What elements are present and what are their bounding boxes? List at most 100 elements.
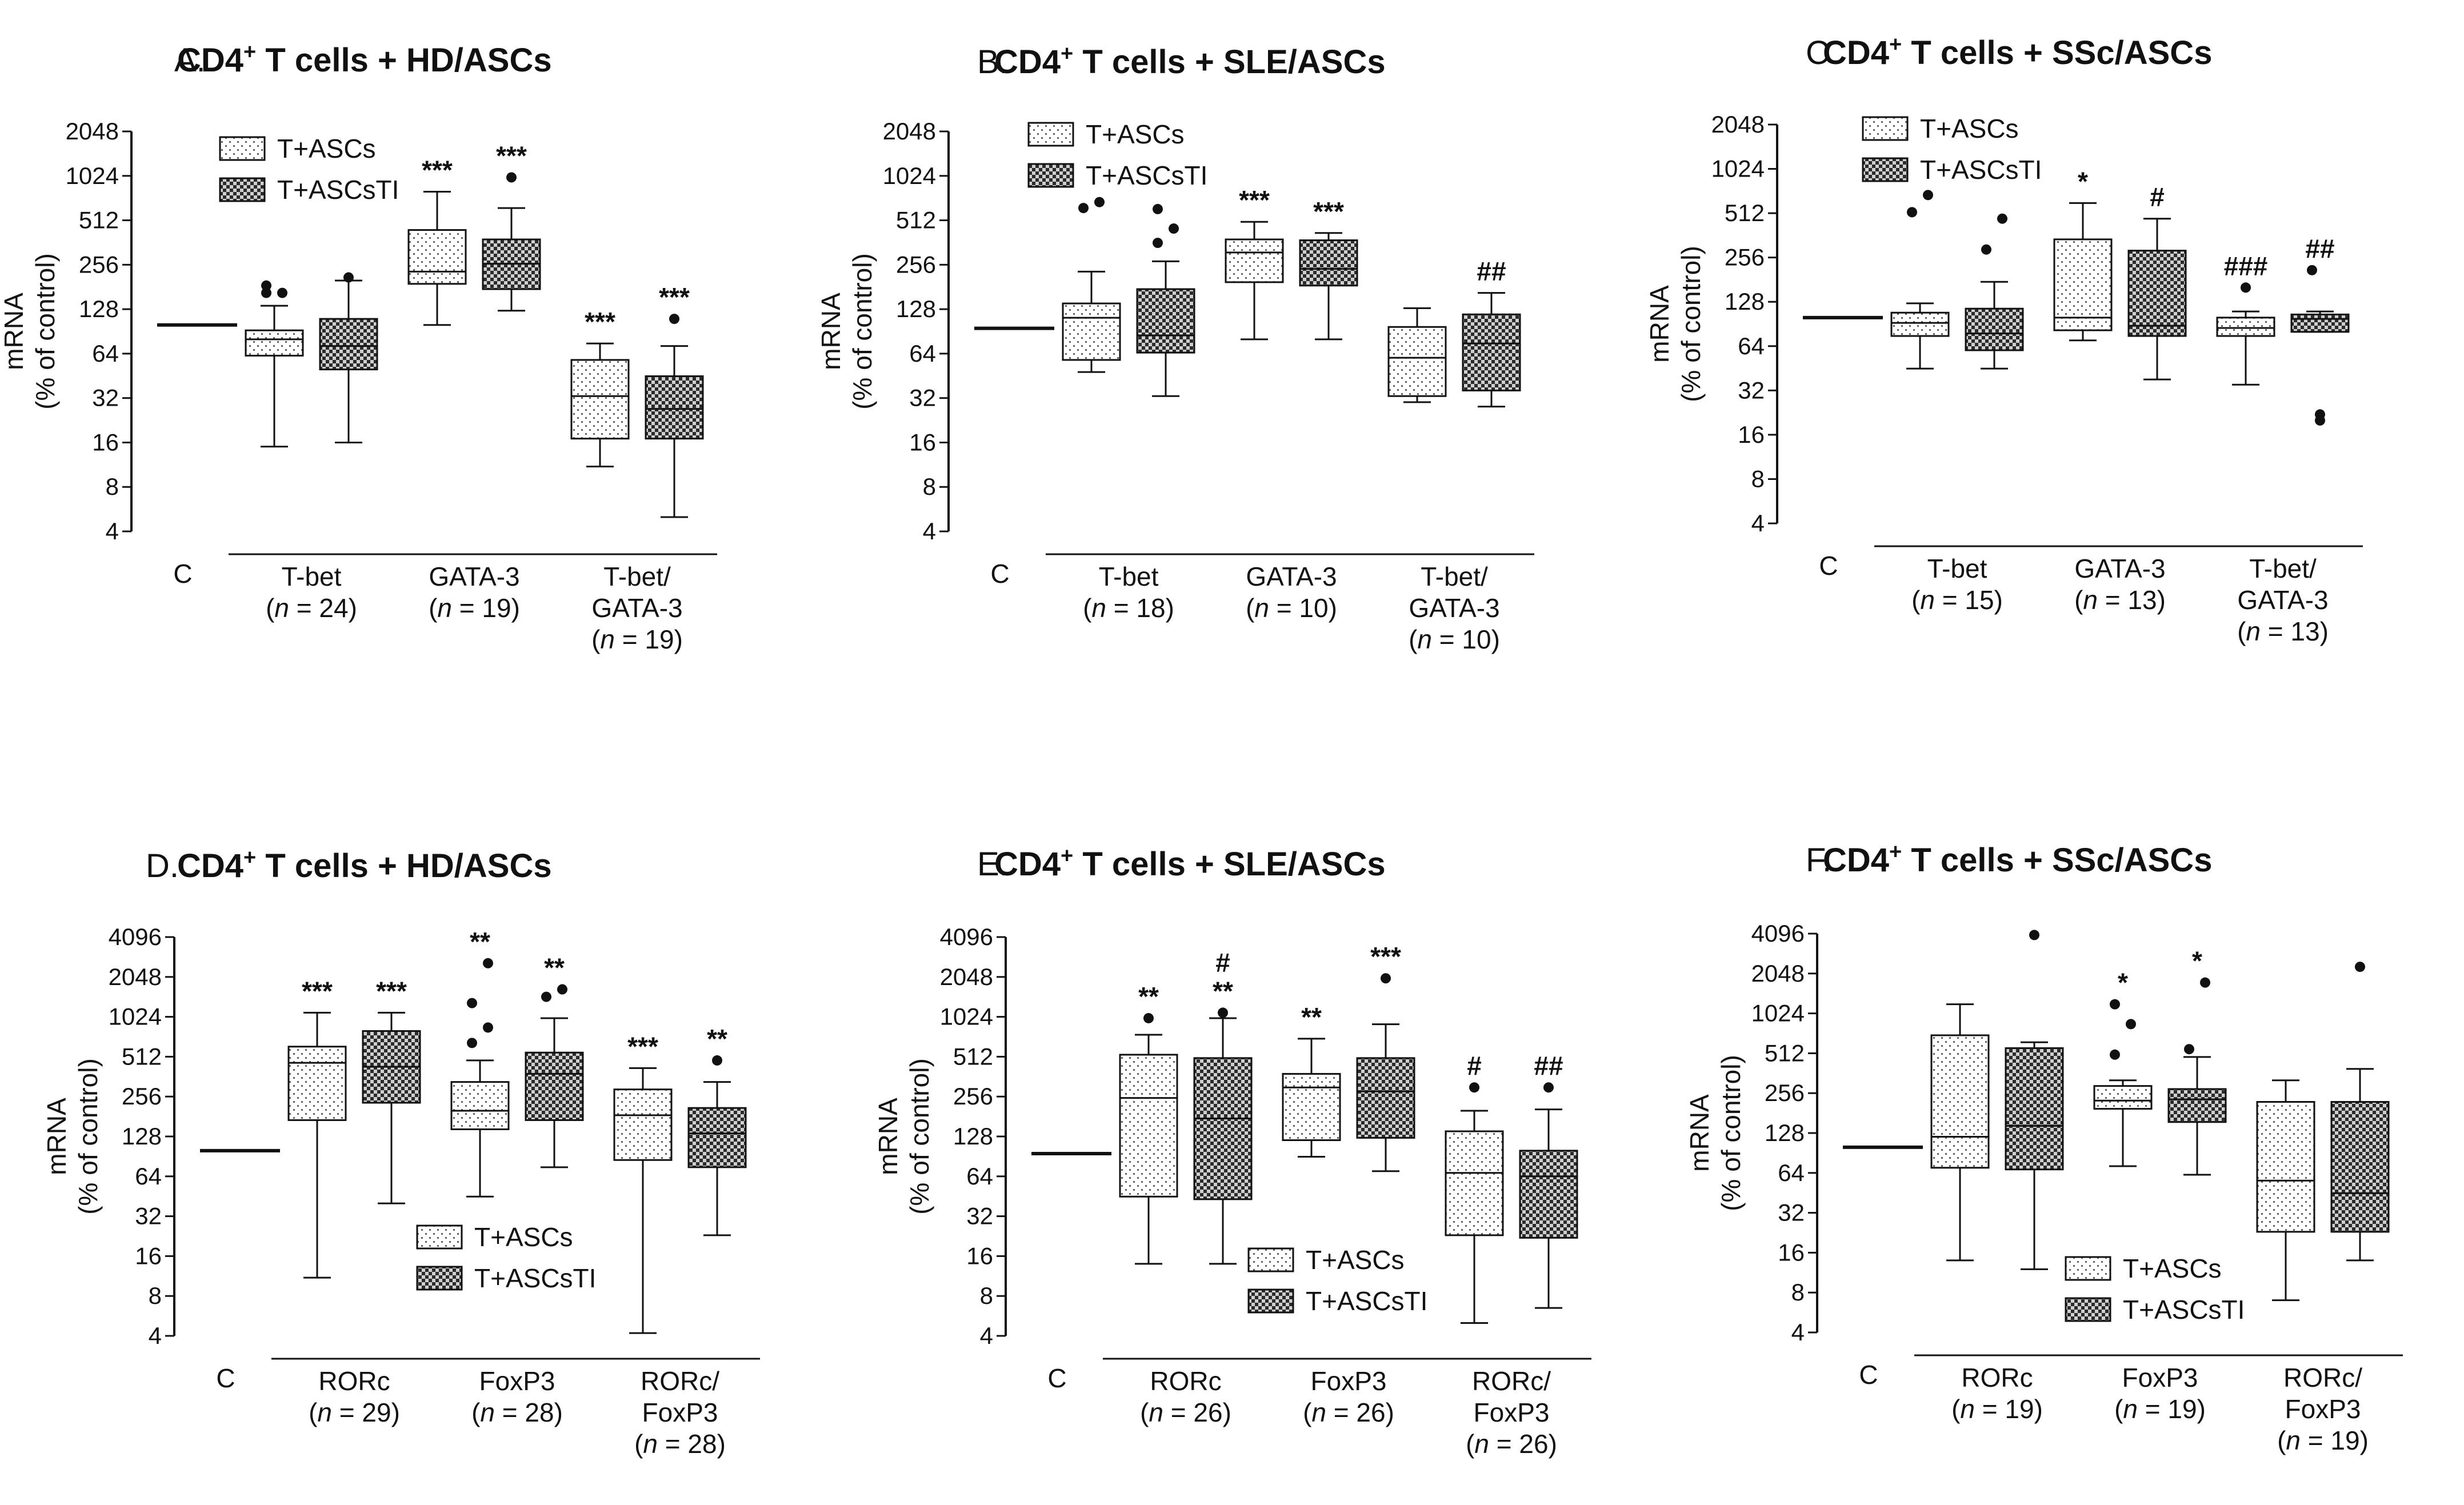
legend-swatch <box>1247 1288 1294 1314</box>
y-tick-label: 256 <box>1725 244 1765 271</box>
y-axis-label: mRNA (% of control) <box>1645 246 1706 402</box>
y-tick-label: 64 <box>1778 1159 1805 1186</box>
outlier-point <box>1153 238 1163 249</box>
y-tick-label: 1024 <box>1751 1000 1805 1027</box>
significance-label: ** <box>1301 1002 1322 1032</box>
significance-label: # <box>2150 182 2165 212</box>
group-name: T-bet/ <box>1421 562 1488 591</box>
y-tick-label: 256 <box>953 1083 993 1110</box>
box-iqr <box>645 375 704 440</box>
legend-swatch <box>2065 1256 2111 1281</box>
box-ascti: *** <box>482 141 541 312</box>
box-iqr <box>2127 250 2187 337</box>
outlier-point <box>483 1022 493 1033</box>
box-ascti: ** <box>525 953 584 1168</box>
outlier-point <box>2307 265 2317 275</box>
outlier-point <box>277 287 287 298</box>
panel-title: CD4+ T cells + SLE/ASCs <box>994 844 1386 883</box>
panel-title: CD4+ T cells + SSc/ASCs <box>1823 33 2212 71</box>
box-ascti: *** <box>1356 942 1415 1172</box>
group-n: (n = 28) <box>471 1398 563 1427</box>
y-tick-label: 16 <box>92 429 119 455</box>
box-iqr <box>525 1051 584 1121</box>
legend: T+ASCs T+ASCsTI <box>416 1222 596 1293</box>
group-n: (n = 18) <box>1083 593 1174 623</box>
legend-label: T+ASCsTI <box>474 1263 596 1293</box>
legend-label: T+ASCsTI <box>1306 1286 1427 1316</box>
group-n: (n = 26) <box>1303 1398 1394 1427</box>
box-ascti <box>2330 962 2390 1262</box>
group-n: (n = 10) <box>1246 593 1337 623</box>
group-name: GATA-3 <box>1409 593 1499 623</box>
box-iqr <box>1119 1054 1178 1198</box>
legend-label: T+ASCsTI <box>277 175 399 205</box>
box-iqr <box>1519 1150 1578 1239</box>
group-n: (n = 19) <box>429 593 520 623</box>
outlier-point <box>467 998 477 1008</box>
significance-label: ** <box>707 1024 727 1054</box>
control-label: C <box>1047 1363 1066 1393</box>
box-iqr <box>1387 326 1447 397</box>
box-iqr <box>1445 1130 1504 1236</box>
significance-label: *** <box>496 141 527 170</box>
outlier-point <box>1543 1082 1554 1093</box>
legend-swatch <box>1862 116 1909 141</box>
box-iqr <box>1136 288 1195 354</box>
y-tick-label: 64 <box>909 340 936 367</box>
box-asc <box>1387 307 1447 403</box>
y-tick-label: 16 <box>135 1242 162 1269</box>
outlier-point <box>467 1038 477 1048</box>
group-n: (n = 26) <box>1466 1429 1557 1459</box>
group-name: RORc/ <box>641 1366 719 1396</box>
y-tick-label: 512 <box>896 207 936 234</box>
y-axis-label: mRNA (% of control) <box>42 1058 103 1215</box>
legend: T+ASCs T+ASCsTI <box>1862 114 2042 185</box>
y-tick-label: 4 <box>1791 1319 1805 1346</box>
legend-label: T+ASCsTI <box>1086 161 1207 190</box>
group-name: RORc <box>1961 1363 2033 1392</box>
y-tick-label: 4096 <box>109 923 162 950</box>
box-asc: *** <box>407 155 467 326</box>
outlier-point <box>2110 999 2120 1010</box>
y-label-line-2: (% of control) <box>905 1058 934 1215</box>
box-iqr <box>2290 313 2350 333</box>
significance-label: ## <box>1477 257 1506 286</box>
box-asc <box>1890 190 1950 370</box>
y-tick-label: 4 <box>1751 510 1765 537</box>
y-tick-label: 64 <box>966 1163 993 1190</box>
box-asc: *** <box>1225 185 1284 341</box>
box-iqr <box>1965 307 2024 351</box>
y-tick-label: 2048 <box>66 118 119 145</box>
y-tick-label: 512 <box>953 1043 993 1070</box>
y-label-line-1: mRNA <box>0 293 29 370</box>
y-tick-label: 8 <box>1751 465 1765 492</box>
y-tick-label: 32 <box>135 1203 162 1230</box>
significance-label: *** <box>1239 185 1270 215</box>
y-tick-label: 2048 <box>1711 111 1765 138</box>
outlier-point <box>483 958 493 968</box>
y-tick-label: 64 <box>92 340 119 367</box>
y-tick-label: 32 <box>1738 377 1765 403</box>
significance-label: *** <box>585 307 615 337</box>
y-tick-label: 4 <box>923 518 936 545</box>
legend-swatch <box>1027 163 1074 188</box>
group-name: T-bet <box>1927 554 1987 583</box>
group-name: GATA-3 <box>1246 562 1337 591</box>
box-asc: ** <box>450 927 510 1198</box>
legend-swatch <box>2065 1297 2111 1322</box>
y-tick-label: 256 <box>896 251 936 278</box>
y-tick-label: 4 <box>149 1322 162 1349</box>
group-name: FoxP3 <box>1474 1398 1550 1427</box>
y-tick-label: 128 <box>1725 288 1765 315</box>
group-name: RORc <box>1150 1366 1221 1396</box>
box-iqr <box>1193 1057 1253 1200</box>
box-asc <box>1062 197 1121 373</box>
significance-label: ** <box>1138 982 1159 1011</box>
legend-swatch <box>416 1266 463 1291</box>
outlier-point <box>343 272 354 283</box>
y-tick-label: 2048 <box>109 963 162 990</box>
y-tick-label: 16 <box>966 1242 993 1269</box>
